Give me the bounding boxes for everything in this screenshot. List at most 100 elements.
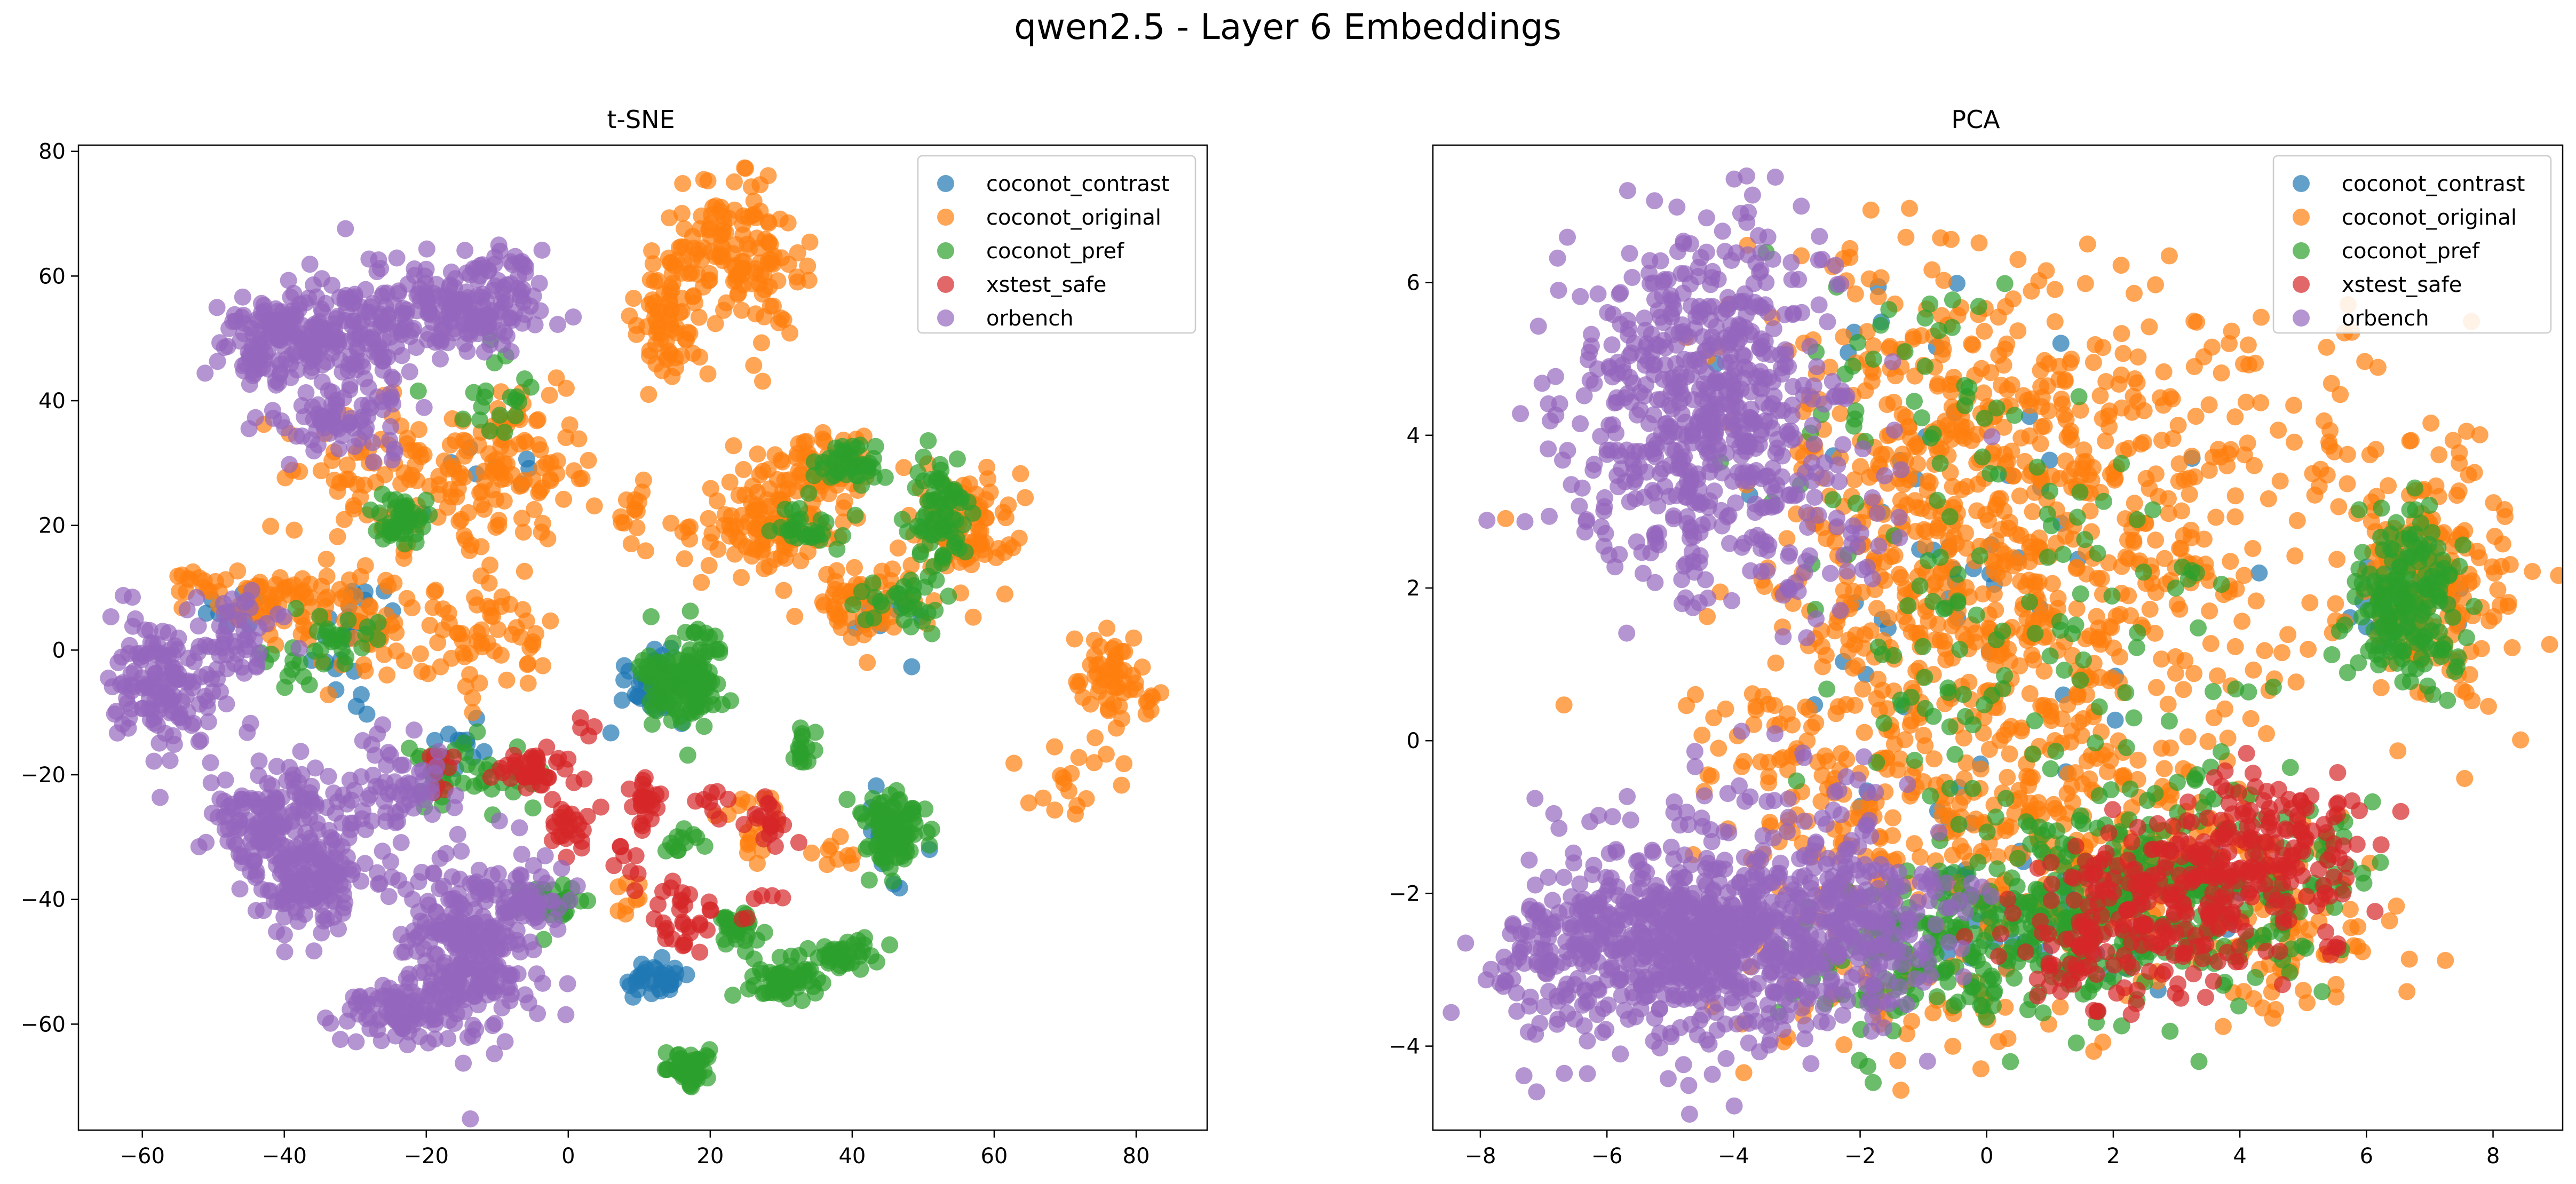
data-point xyxy=(2062,422,2080,440)
data-point xyxy=(550,828,568,845)
data-point xyxy=(2097,432,2114,450)
data-point xyxy=(834,527,852,544)
data-point xyxy=(1497,510,1515,527)
data-point xyxy=(862,947,880,965)
data-point xyxy=(288,427,305,445)
data-point xyxy=(1115,755,1133,773)
data-point xyxy=(1995,418,2012,436)
data-point xyxy=(1999,768,2016,786)
data-point xyxy=(2171,600,2189,618)
data-point xyxy=(1098,690,1115,708)
data-point xyxy=(946,481,963,498)
data-point xyxy=(700,510,717,527)
data-point xyxy=(885,798,902,816)
data-point xyxy=(2213,364,2230,382)
data-point xyxy=(281,456,298,473)
tsne-y-tick-label: −40 xyxy=(21,888,66,912)
data-point xyxy=(725,173,743,190)
data-point xyxy=(1970,234,1988,252)
data-point xyxy=(489,621,507,638)
data-point xyxy=(742,539,760,557)
data-point xyxy=(2270,422,2287,439)
data-point xyxy=(510,393,528,410)
data-point xyxy=(2117,548,2135,566)
data-point xyxy=(382,491,399,508)
data-point xyxy=(247,869,264,886)
data-point xyxy=(2480,697,2497,715)
data-point xyxy=(1951,795,1969,813)
data-point xyxy=(859,654,876,671)
data-point xyxy=(335,886,353,903)
data-point xyxy=(447,932,464,949)
data-point xyxy=(2209,667,2226,685)
data-point xyxy=(416,267,434,285)
data-point xyxy=(482,599,500,617)
data-point xyxy=(464,689,481,706)
tsne-legend-label: coconot_pref xyxy=(986,239,1124,264)
data-point xyxy=(1862,622,1880,640)
data-point xyxy=(331,1031,349,1048)
data-point xyxy=(887,782,905,799)
data-point xyxy=(2186,468,2204,486)
data-point xyxy=(285,284,303,302)
data-point xyxy=(278,838,295,855)
data-point xyxy=(1985,585,2003,603)
data-point xyxy=(243,818,261,836)
data-point xyxy=(396,943,414,961)
data-point xyxy=(745,206,763,224)
data-point xyxy=(2084,354,2102,371)
data-point xyxy=(496,424,513,441)
data-point xyxy=(495,904,512,922)
data-point xyxy=(799,257,817,275)
data-point xyxy=(1967,624,1984,642)
data-point xyxy=(2023,646,2041,664)
data-point xyxy=(744,967,762,985)
data-point xyxy=(453,843,470,860)
data-point xyxy=(1989,490,2007,508)
data-point xyxy=(413,663,431,680)
data-point xyxy=(673,303,691,320)
data-point xyxy=(2219,729,2237,747)
data-point xyxy=(469,723,486,741)
data-point xyxy=(574,821,592,839)
data-point xyxy=(644,716,661,733)
data-point xyxy=(2159,695,2177,713)
data-point xyxy=(2226,487,2244,505)
data-point xyxy=(1999,720,2017,738)
data-point xyxy=(276,679,294,696)
data-point xyxy=(1901,717,1919,734)
data-point xyxy=(295,802,313,820)
data-point xyxy=(2043,575,2061,592)
data-point xyxy=(267,300,284,317)
data-point xyxy=(202,754,219,772)
data-point xyxy=(2503,639,2521,656)
tsne-y-tick-label: 0 xyxy=(52,638,66,663)
data-point xyxy=(345,293,363,311)
data-point xyxy=(2103,669,2121,687)
data-point xyxy=(481,918,498,936)
data-point xyxy=(916,578,933,596)
data-point xyxy=(964,608,982,626)
data-point xyxy=(236,631,254,648)
data-point xyxy=(2200,396,2218,414)
data-point xyxy=(1916,537,1934,555)
data-point xyxy=(415,399,433,416)
data-point xyxy=(302,575,319,593)
data-point xyxy=(329,402,346,419)
data-point xyxy=(519,655,537,672)
data-point xyxy=(791,466,809,483)
data-point xyxy=(242,714,259,732)
data-point xyxy=(2101,402,2118,420)
data-point xyxy=(453,511,470,528)
data-point xyxy=(312,408,330,425)
data-point xyxy=(2050,357,2068,375)
data-point xyxy=(693,574,710,591)
data-point xyxy=(490,880,507,898)
data-point xyxy=(673,884,691,902)
data-point xyxy=(534,657,552,674)
data-point xyxy=(859,838,877,855)
data-point xyxy=(682,1046,700,1064)
data-point xyxy=(2470,549,2488,567)
tsne-y-tick-label: −20 xyxy=(21,763,66,788)
